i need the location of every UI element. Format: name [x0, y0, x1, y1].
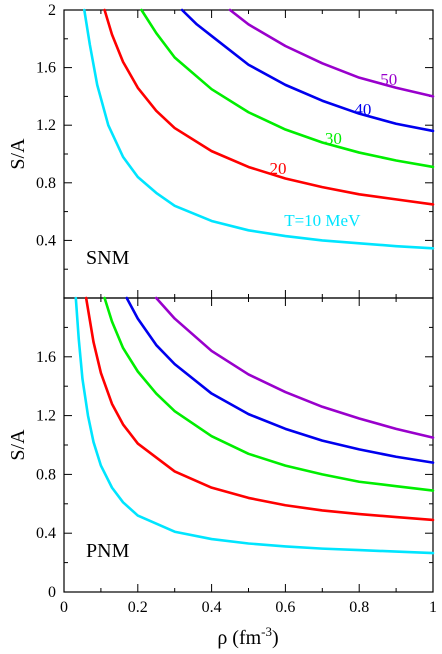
- x-tick-label: 0.4: [202, 599, 222, 616]
- snm-curve-0: [83, 8, 435, 250]
- y-tick-label: 0.8: [36, 466, 56, 483]
- x-tick-label: 0.8: [349, 599, 369, 616]
- y-tick-label: 0: [48, 584, 56, 601]
- y-tick-label: 1.2: [36, 117, 56, 134]
- snm-curve-label-4: 50: [380, 70, 397, 89]
- x-tick-label: 0.6: [275, 599, 295, 616]
- snm-curve-label-3: 40: [354, 100, 371, 119]
- snm-curve-4: [228, 8, 435, 98]
- snm-y-axis-label: S/A: [7, 138, 29, 170]
- x-tick-label: 0: [60, 599, 68, 616]
- pnm-panel: 0 0.4 0.8 1.2 1.6 0 0.2 0.4 0.6 0.8 1 PNM S/A ρ (f…: [7, 296, 437, 649]
- snm-curve-1: [103, 8, 435, 206]
- pnm-curve-1: [84, 296, 435, 522]
- pnm-panel-label: PNM: [86, 540, 130, 562]
- y-tick-label: 0.4: [36, 232, 56, 249]
- snm-panel: 0.4 0.8 1.2 1.6 2 T=10 MeV 20 30 40 50 SNM S/A: [7, 2, 435, 299]
- y-tick-label: 2: [48, 2, 56, 19]
- snm-curve-3: [180, 8, 435, 133]
- snm-panel-label: SNM: [86, 247, 130, 269]
- x-axis-label-exponent: -3: [261, 624, 272, 639]
- y-tick-label: 1.6: [36, 349, 56, 366]
- snm-curve-label-1: 20: [270, 159, 287, 178]
- x-axis-label-main: ρ (fm: [217, 627, 261, 649]
- pnm-curves: [74, 296, 435, 555]
- y-tick-label: 1.2: [36, 408, 56, 425]
- snm-curve-labels: T=10 MeV 20 30 40 50: [270, 70, 398, 230]
- y-tick-label: 1.6: [36, 60, 56, 77]
- pnm-y-axis-label: S/A: [7, 429, 29, 461]
- pnm-curve-2: [103, 296, 435, 492]
- x-tick-label: 1: [429, 599, 437, 616]
- x-tick-label: 0.2: [128, 599, 148, 616]
- x-axis-label-close: ): [272, 627, 279, 649]
- y-tick-label: 0.8: [36, 175, 56, 192]
- pnm-ticks: 0 0.4 0.8 1.2 1.6 0 0.2 0.4 0.6 0.8 1: [36, 297, 437, 616]
- pnm-curve-4: [154, 296, 435, 439]
- pnm-curve-3: [125, 296, 435, 464]
- snm-ticks: 0.4 0.8 1.2 1.6 2: [36, 2, 434, 299]
- snm-curves: [83, 8, 435, 250]
- x-axis-label: ρ (fm-3): [217, 624, 278, 649]
- pnm-curve-0: [74, 296, 435, 555]
- snm-curve-2: [140, 8, 435, 169]
- y-tick-label: 0.4: [36, 525, 56, 542]
- snm-curve-label-2: 30: [325, 129, 342, 148]
- snm-curve-label-0: T=10 MeV: [284, 211, 361, 230]
